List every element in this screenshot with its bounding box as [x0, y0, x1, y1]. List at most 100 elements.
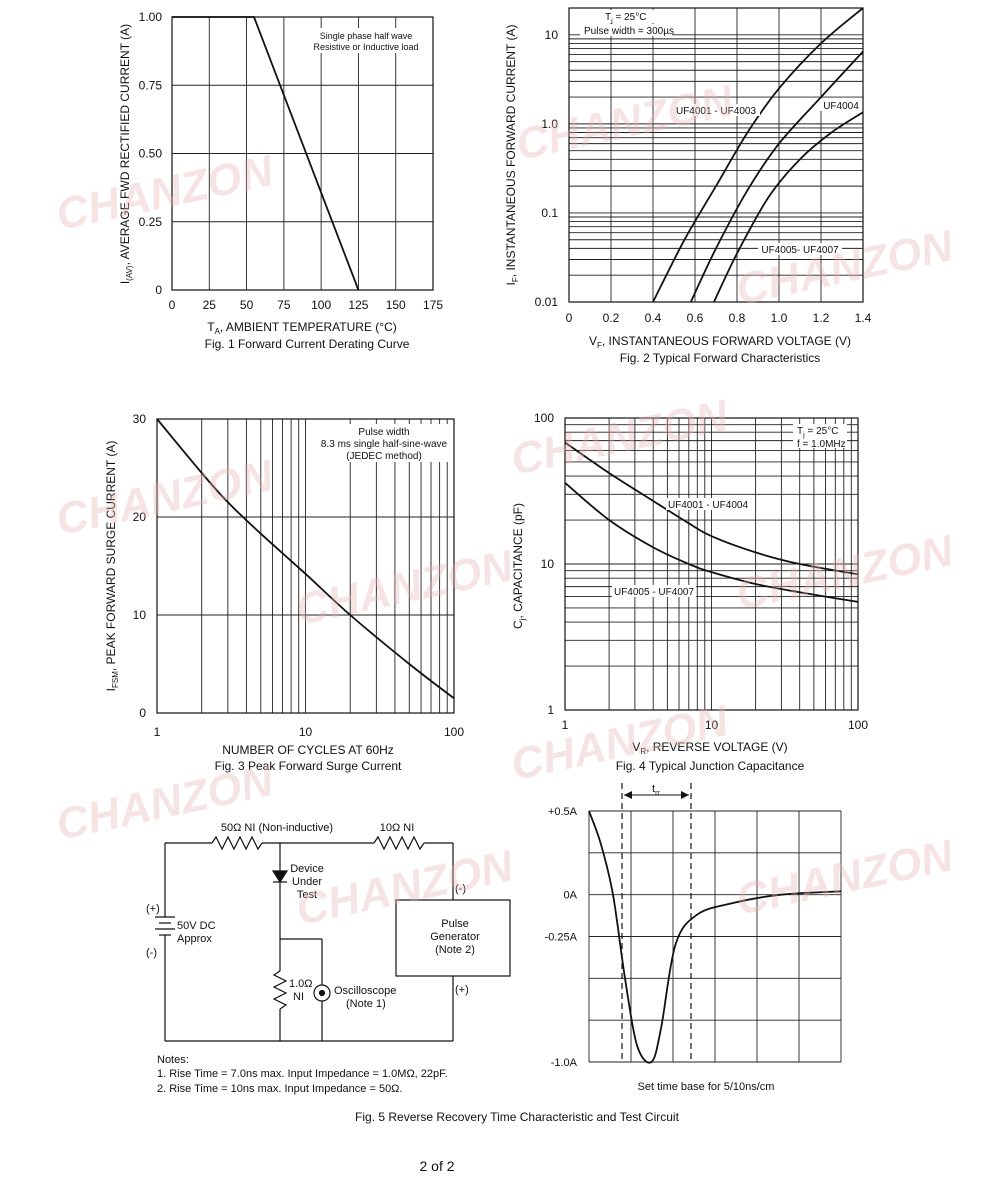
dut-label-2: Under: [292, 876, 322, 888]
fig4-y-ticks: 1 10 100: [534, 411, 554, 717]
fig2-y-tick-label: 0.01: [535, 295, 559, 309]
resistor-1-ohm: [272, 970, 288, 1010]
watermark-2: CHANZON: [512, 76, 739, 170]
resistor-1-label-2: NI: [293, 991, 304, 1003]
fig4-legend-uf4005: UF4005 - UF4007: [614, 587, 694, 598]
fig3-x-axis-label: NUMBER OF CYCLES AT 60Hz: [222, 743, 394, 757]
fig4-frame: [564, 417, 859, 711]
fig2-annotation-tj: Tj = 25°C: [605, 12, 646, 25]
resistor-10-label: 10Ω NI: [380, 822, 415, 834]
fig1-x-tick-label: 100: [311, 298, 331, 312]
fig4-x-axis-label: VR, REVERSE VOLTAGE (V): [632, 740, 787, 756]
fig3-y-tick-label: 10: [133, 608, 147, 622]
fig4-series: [564, 441, 859, 603]
fig5-grid: [588, 810, 842, 1063]
fig4-series-line-2: [564, 482, 859, 603]
fig1-x-axis-label: TA, AMBIENT TEMPERATURE (°C): [207, 320, 397, 336]
fig4-caption: Fig. 4 Typical Junction Capacitance: [616, 759, 805, 773]
source-minus-label: (-): [146, 947, 157, 959]
trr-arrow-left: [624, 791, 632, 799]
fig4-legend-uf4001: UF4001 - UF4004: [668, 500, 748, 511]
fig1-x-tick-label: 25: [203, 298, 217, 312]
fig2-annotation-pulse: Pulse width = 300µs: [584, 26, 674, 37]
fig2-y-tick-label: 1.0: [541, 117, 558, 131]
fig4-y-tick-label: 100: [534, 411, 554, 425]
fig1-caption: Fig. 1 Forward Current Derating Curve: [205, 337, 410, 351]
fig2-x-tick-label: 1.0: [771, 311, 788, 325]
fig4-annotation-tj: Tj = 25°C: [797, 426, 838, 439]
fig2-series-line-3: [713, 111, 864, 303]
scope-label-1: Oscilloscope: [334, 985, 396, 997]
fig3-series: [156, 418, 455, 700]
fig1-x-ticks: 0 25 50 75 100 125 150 175: [169, 298, 444, 312]
scope-label-2: (Note 1): [346, 998, 386, 1010]
fig1-derating-line: [172, 16, 360, 291]
watermark-10: CHANZON: [292, 841, 519, 935]
trr-label: trr: [652, 783, 660, 797]
fig1-x-tick-label: 50: [240, 298, 254, 312]
fig1-y-ticks: 0 0.25 0.50 0.75 1.00: [139, 10, 163, 297]
note-2: 2. Rise Time = 10ns max. Input Impedance…: [157, 1083, 402, 1095]
watermark-7: CHANZON: [732, 526, 959, 620]
source-plus-label: (+): [146, 903, 160, 915]
fig2-x-tick-label: 0.2: [603, 311, 620, 325]
fig4-y-tick-label: 10: [541, 557, 555, 571]
fig1-grid: [172, 17, 433, 290]
fig1-y-tick-label: 0.25: [139, 215, 163, 229]
fig2-x-tick-label: 0: [566, 311, 573, 325]
fig1-annotation-line1: Single phase half wave: [320, 31, 413, 41]
test-circuit: [155, 835, 511, 1042]
fig1-y-tick-label: 0.75: [139, 78, 163, 92]
fig2-caption: Fig. 2 Typical Forward Characteristics: [620, 351, 821, 365]
fig1-y-tick-label: 0.50: [139, 147, 163, 161]
fig1-x-tick-label: 75: [277, 298, 291, 312]
fig1-annotation-line2: Resistive or Inductive load: [313, 42, 418, 52]
resistor-1-label-1: 1.0Ω: [289, 978, 313, 990]
fig5-y-tick-label: -1.0A: [551, 1057, 578, 1069]
fig4-series-line-1: [564, 441, 859, 576]
watermark-4: CHANZON: [52, 451, 279, 545]
watermark-9: CHANZON: [52, 756, 279, 850]
gen-label-2: Generator: [430, 931, 480, 943]
fig5-y-tick-label: 0A: [564, 890, 578, 902]
fig4-annotation-freq: f = 1.0MHz: [797, 439, 846, 450]
fig4-x-tick-label: 1: [562, 718, 569, 732]
fig3-y-ticks: 0 10 20 30: [133, 412, 147, 720]
fig2-y-tick-label: 10: [545, 28, 559, 42]
gen-minus-label: (-): [455, 883, 466, 895]
fig5-caption: Fig. 5 Reverse Recovery Time Characteris…: [355, 1110, 680, 1124]
fig3-annotation-line3: (JEDEC method): [346, 451, 422, 462]
fig2-y-tick-label: 0.1: [541, 206, 558, 220]
fig2-legend-uf4005: UF4005- UF4007: [761, 245, 839, 256]
note-1: 1. Rise Time = 7.0ns max. Input Impedanc…: [157, 1068, 448, 1080]
fig2-x-tick-label: 0.6: [687, 311, 704, 325]
fig1-x-tick-label: 150: [386, 298, 406, 312]
fig3-x-tick-label: 1: [154, 725, 161, 739]
fig4-chart: 1 10 100 1 10 100 Tj = 25°C f = 1.0MHz UF400…: [511, 411, 868, 773]
watermark-6: CHANZON: [292, 541, 519, 635]
trr-arrow-right: [681, 791, 689, 799]
fig1-y-axis-label: I(AV), AVERAGE FWD RECTIFIED CURRENT (A): [118, 24, 134, 284]
watermark-5: CHANZON: [507, 391, 734, 485]
fig4-y-axis-label: Cj, CAPACITANCE (pF): [511, 503, 527, 629]
fig4-x-ticks: 1 10 100: [562, 718, 869, 732]
fig2-x-tick-label: 1.2: [813, 311, 830, 325]
dut-label-1: Device: [290, 863, 324, 875]
notes-title: Notes:: [157, 1054, 189, 1066]
fig2-legend-uf4004: UF4004: [823, 101, 859, 112]
source-label-1: 50V DC: [177, 920, 216, 932]
fig3-annotation-line2: 8.3 ms single half-sine-wave: [321, 439, 448, 450]
fig2-x-tick-label: 1.4: [855, 311, 872, 325]
watermark-3: CHANZON: [732, 221, 959, 315]
fig3-x-tick-label: 100: [444, 725, 464, 739]
pulse-generator-box: [395, 899, 511, 977]
fig3-x-ticks: 1 10 100: [154, 725, 465, 739]
fig4-y-tick-label: 1: [547, 703, 554, 717]
fig5-time-base-label: Set time base for 5/10ns/cm: [638, 1081, 775, 1093]
gen-label-3: (Note 2): [435, 944, 475, 956]
fig2-chart: 0 0.2 0.4 0.6 0.8 1.0 1.2 1.4 0.01 0.1 1.0 10 Tj =…: [504, 7, 872, 365]
fig4-x-tick-label: 100: [848, 718, 868, 732]
fig1-y-tick-label: 1.00: [139, 10, 163, 24]
fig1-frame: [171, 16, 434, 291]
fig2-x-tick-label: 0.4: [645, 311, 662, 325]
